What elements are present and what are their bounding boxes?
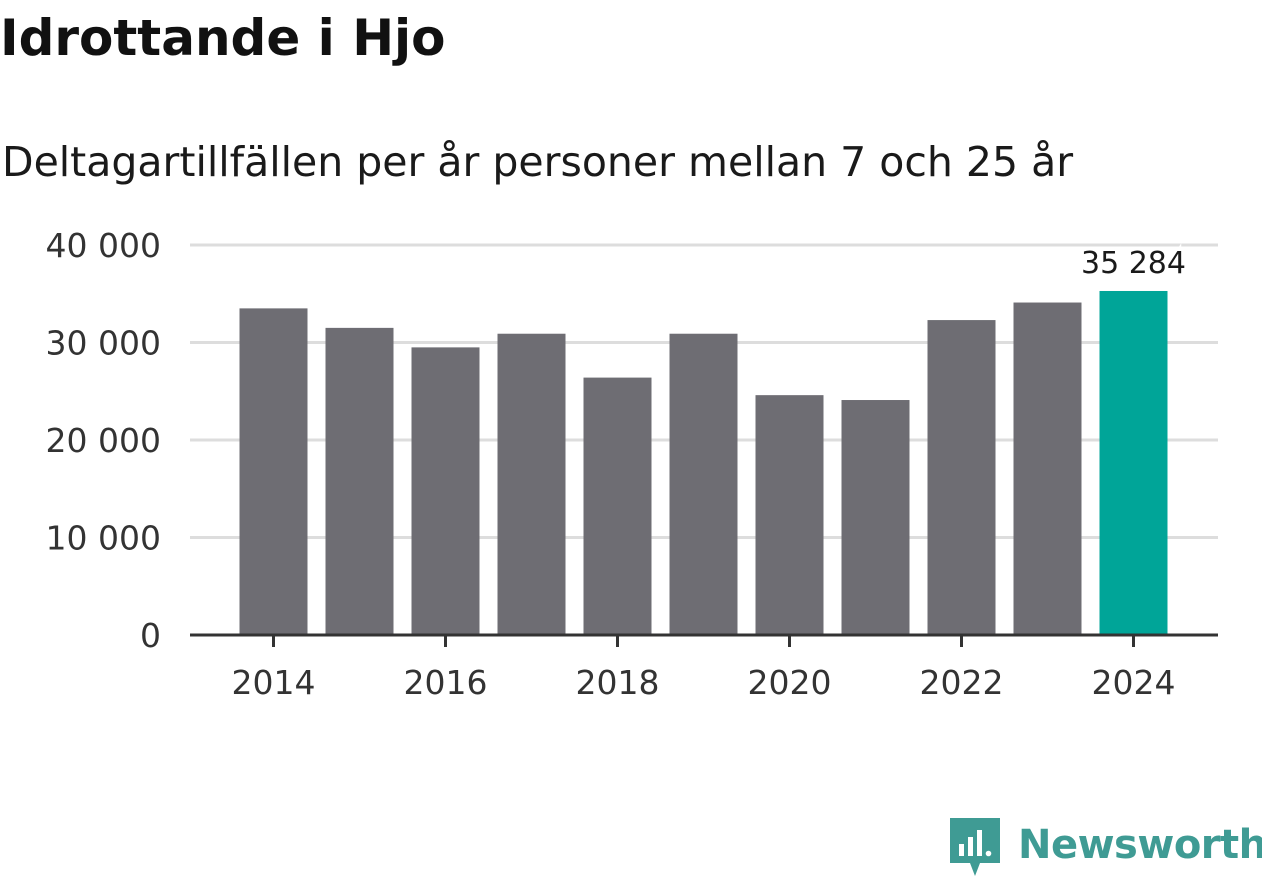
bar-chart-icon <box>950 818 1000 876</box>
bar-2021 <box>841 400 910 635</box>
x-tick-label: 2018 <box>576 663 660 702</box>
y-tick-label: 30 000 <box>46 324 161 363</box>
y-tick-label: 40 000 <box>46 226 161 265</box>
x-tick-label: 2016 <box>404 663 488 702</box>
bar-2024 <box>1099 290 1168 635</box>
bar-2020 <box>755 395 824 635</box>
brand-name: Newsworthy <box>1018 822 1262 868</box>
bar-2015 <box>325 327 394 635</box>
data-label: 35 284 <box>1081 246 1186 281</box>
chart-subtitle: Deltagartillfällen per år personer mella… <box>2 138 1074 186</box>
brand-logo: Newsworthy <box>950 818 1262 878</box>
x-tick-label: 2024 <box>1092 663 1176 702</box>
bar-2017 <box>497 333 566 635</box>
bars <box>239 290 1168 635</box>
bar-2016 <box>411 347 480 635</box>
bar-2023 <box>1013 302 1082 635</box>
bar-2014 <box>239 308 308 635</box>
x-axis <box>190 633 1218 647</box>
axis-labels: 0 10 000 20 000 30 000 40 000 35 284 2014 2016 2… <box>46 226 1189 702</box>
bar-2018 <box>583 377 652 635</box>
y-tick-label: 0 <box>140 616 161 655</box>
chart-title: Idrottande i Hjo <box>0 9 446 67</box>
bar-2019 <box>669 333 738 635</box>
x-tick-label: 2020 <box>748 663 832 702</box>
x-tick-label: 2022 <box>920 663 1004 702</box>
y-tick-label: 10 000 <box>46 519 161 558</box>
bar-2022 <box>927 320 996 635</box>
y-tick-label: 20 000 <box>46 421 161 460</box>
x-tick-label: 2014 <box>232 663 316 702</box>
